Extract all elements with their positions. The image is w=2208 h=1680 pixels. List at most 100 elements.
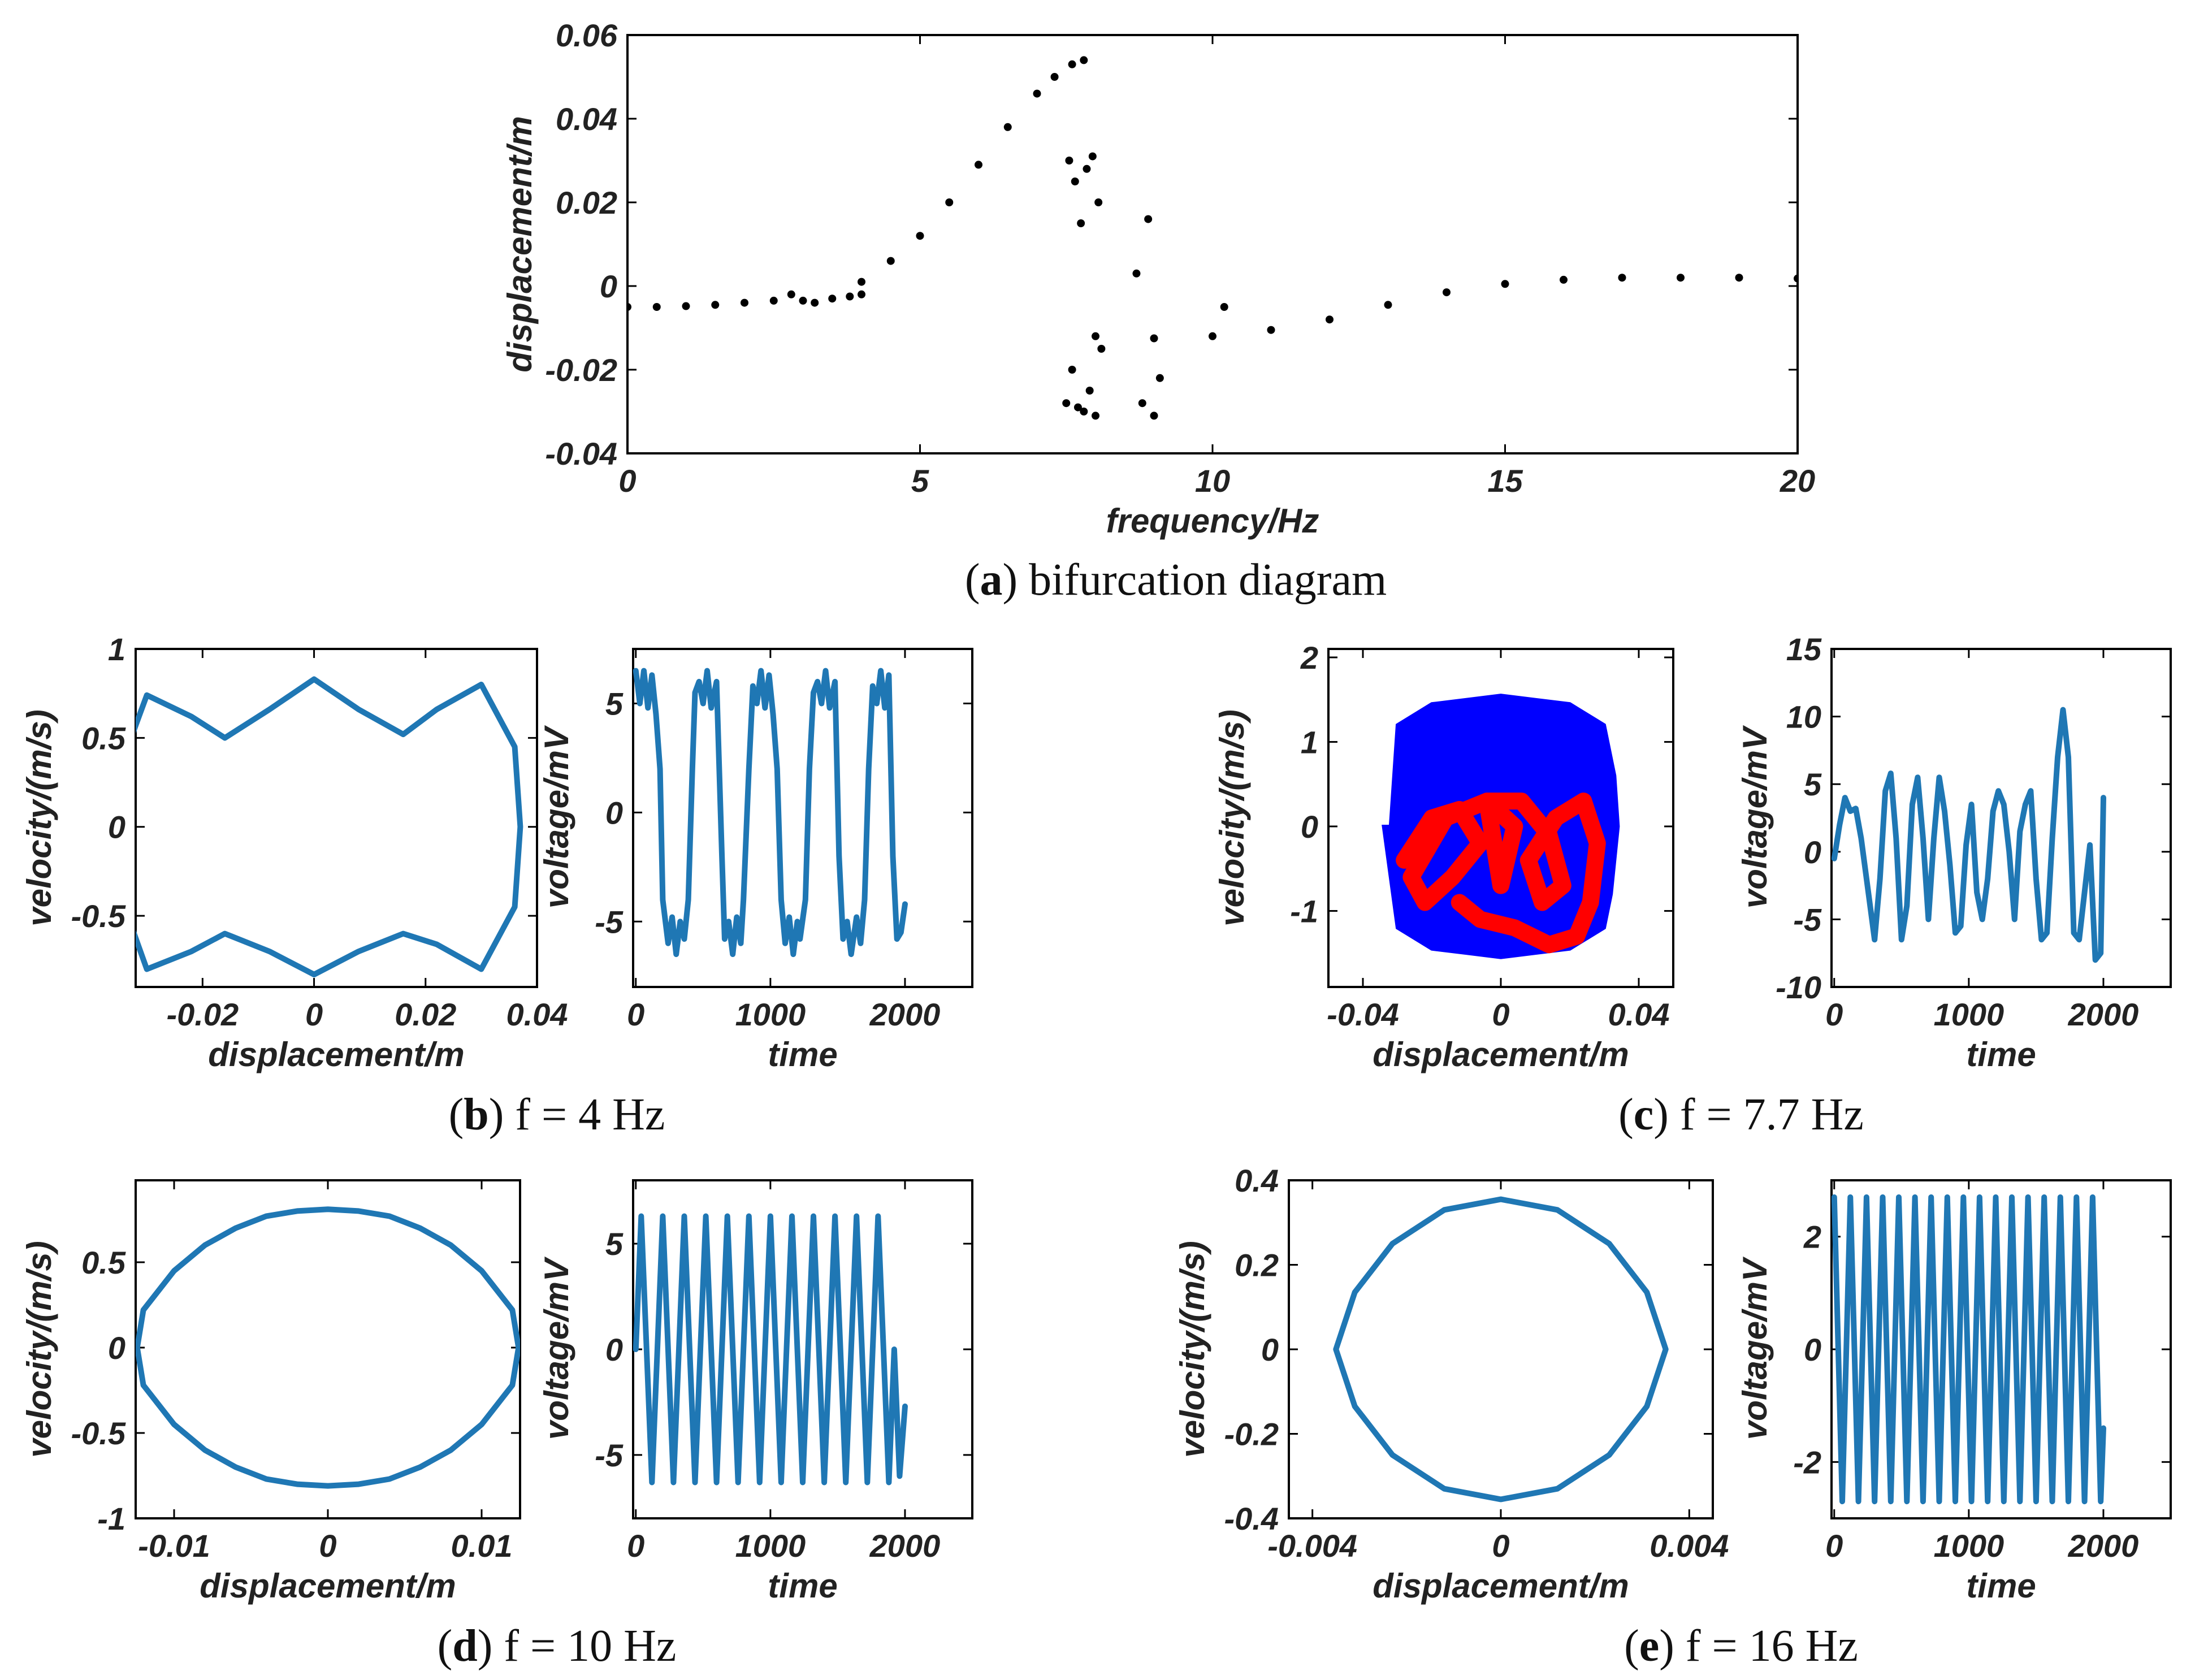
- y-axis-label: voltage/mV: [538, 725, 575, 908]
- plot-area: [1333, 1196, 1669, 1503]
- caption-close: ): [1659, 1621, 1674, 1671]
- y-tick-label: 0: [605, 795, 623, 830]
- caption-open: (: [1624, 1621, 1639, 1671]
- y-tick-label: 5: [1804, 767, 1822, 802]
- y-tick-label: 0.06: [556, 18, 618, 53]
- y-tick-label: -5: [1793, 902, 1822, 937]
- y-tick-label: 0: [1804, 1332, 1821, 1367]
- y-tick-label: 5: [605, 1226, 624, 1262]
- y-tick-label: 2: [1803, 1219, 1821, 1255]
- y-axis-label: velocity/(m/s): [20, 1241, 58, 1457]
- caption-e: (e) f = 16 Hz: [1624, 1621, 1858, 1671]
- data-point: [811, 298, 819, 307]
- data-point: [1326, 315, 1334, 324]
- plot-area: [627, 56, 1798, 420]
- series-line-0: [136, 1206, 520, 1489]
- chart-a: 0 5 10 15 20 -0.04 -0.02 0 0.02 0.04 0.06 frequency…: [501, 18, 1815, 540]
- x-tick-label: 0: [305, 997, 323, 1032]
- data-point: [1003, 123, 1012, 131]
- plot-frame: [626, 34, 1799, 454]
- data-point: [916, 232, 924, 240]
- y-tick-label: 0.5: [81, 720, 126, 756]
- data-point: [1150, 412, 1158, 420]
- x-tick-label: 2000: [2068, 1528, 2139, 1564]
- chart-b-phase: -0.02 0 0.02 0.04 -0.5 0 0.5 1 displacement/m vel…: [20, 631, 568, 1073]
- series-line-0: [633, 1213, 908, 1486]
- series-0: [627, 290, 865, 311]
- data-point: [1077, 219, 1085, 227]
- x-tick-label: 0.02: [395, 997, 456, 1032]
- data-point: [1068, 366, 1076, 374]
- data-point: [1092, 412, 1099, 420]
- y-axis-label: voltage/mV: [538, 1256, 575, 1440]
- caption-close: ): [1653, 1090, 1669, 1140]
- x-axis-label: time: [1966, 1036, 2036, 1073]
- x-tick-label: 15: [1487, 463, 1523, 499]
- y-axis-label: displacement/m: [501, 116, 539, 373]
- plot-frame: [1288, 1179, 1714, 1519]
- y-tick-label: 0: [1301, 809, 1318, 845]
- caption-b: (b) f = 4 Hz: [449, 1090, 665, 1140]
- data-point: [741, 298, 748, 307]
- series-1: [858, 56, 1088, 286]
- x-tick-label: 2000: [869, 997, 941, 1032]
- series-3: [1092, 274, 1798, 343]
- x-tick-label: 0: [319, 1528, 336, 1564]
- y-axis-label: voltage/mV: [1736, 725, 1774, 908]
- data-point: [627, 303, 631, 311]
- caption-letter: b: [464, 1090, 489, 1140]
- y-tick-label: -5: [595, 904, 624, 939]
- x-tick-label: 1000: [735, 997, 806, 1032]
- x-tick-label: 2000: [2068, 997, 2139, 1032]
- chart-d-time: 0 1000 2000 -5 0 5 time voltage/mV: [538, 1179, 973, 1605]
- caption-close: ): [1002, 555, 1018, 605]
- x-tick-label: 0.04: [1608, 997, 1670, 1032]
- x-tick-label: 0: [627, 1528, 644, 1564]
- x-tick-label: 0.004: [1649, 1528, 1729, 1564]
- plot-area: [633, 1213, 908, 1486]
- y-tick-label: 0: [1804, 834, 1821, 870]
- caption-text: bifurcation diagram: [1018, 555, 1387, 605]
- y-tick-label: -0.5: [71, 1415, 126, 1451]
- data-point: [1132, 269, 1141, 278]
- x-tick-label: 1000: [1934, 997, 2004, 1032]
- plot-frame: [135, 648, 538, 988]
- caption-letter: a: [980, 555, 1002, 605]
- caption-open: (: [1618, 1090, 1634, 1140]
- caption-text: f = 7.7 Hz: [1669, 1090, 1864, 1140]
- caption-close: ): [478, 1621, 493, 1671]
- chart-c-time: 0 1000 2000 -10 -5 0 5 10 15 time voltage/mV: [1736, 631, 2172, 1073]
- data-point: [1144, 215, 1153, 223]
- series-line-0: [1333, 1196, 1669, 1503]
- plot-area: [136, 1206, 520, 1489]
- x-tick-label: -0.02: [167, 997, 239, 1032]
- y-tick-label: 1: [1301, 724, 1318, 760]
- x-axis-label: displacement/m: [1373, 1567, 1629, 1605]
- x-tick-label: 10: [1195, 463, 1230, 499]
- data-point: [1560, 275, 1568, 284]
- y-axis-label: velocity/(m/s): [20, 709, 58, 926]
- data-point: [1220, 303, 1228, 311]
- x-tick-label: 0: [627, 997, 644, 1032]
- data-point: [711, 301, 720, 309]
- x-tick-label: 0: [1492, 1528, 1509, 1564]
- data-point: [1094, 198, 1103, 206]
- chart-e-phase: -0.004 0 0.004 -0.4 -0.2 0 0.2 0.4 displacement/…: [1174, 1163, 1729, 1605]
- x-axis-label: frequency/Hz: [1106, 502, 1319, 540]
- data-point: [769, 296, 778, 305]
- data-point: [787, 290, 795, 298]
- y-tick-label: -10: [1776, 969, 1821, 1005]
- data-point: [1267, 326, 1275, 334]
- y-tick-label: -0.04: [545, 436, 617, 471]
- plot-area: [1832, 1194, 2106, 1505]
- data-point: [1062, 399, 1071, 408]
- x-tick-label: 5: [911, 463, 929, 499]
- x-axis-label: displacement/m: [200, 1567, 456, 1605]
- x-tick-label: 0: [618, 463, 636, 499]
- caption-a: (a) bifurcation diagram: [965, 555, 1387, 605]
- series-line-0: [633, 668, 908, 958]
- caption-letter: d: [452, 1621, 478, 1671]
- x-axis-label: time: [768, 1036, 837, 1073]
- plot-area: [136, 676, 523, 977]
- data-point: [1092, 332, 1099, 340]
